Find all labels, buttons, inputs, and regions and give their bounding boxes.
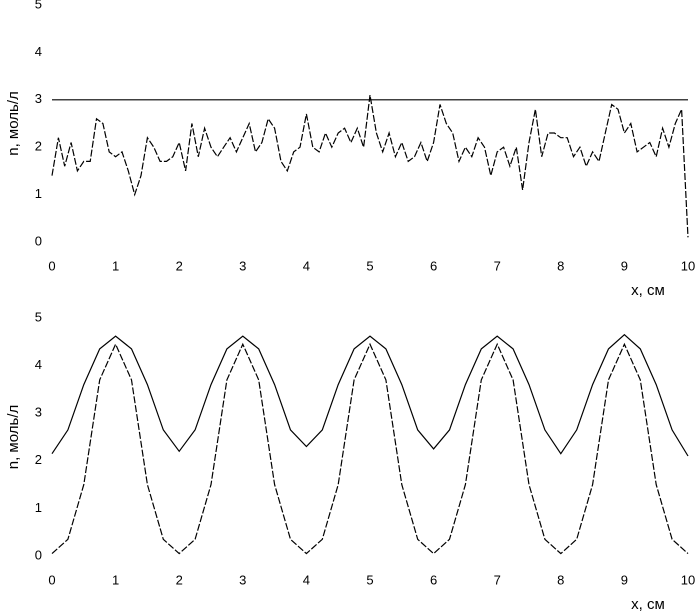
x-axis-label: x, см [631,282,665,299]
x-tick-label: 9 [621,572,628,587]
x-tick-label: 3 [239,258,246,273]
x-tick-label: 4 [303,572,310,587]
x-tick-label: 8 [557,258,564,273]
y-tick-label: 1 [35,186,42,201]
x-tick-label: 8 [557,572,564,587]
x-axis-label: x, см [631,596,665,612]
x-tick-label: 10 [681,258,695,273]
x-tick-label: 2 [176,258,183,273]
y-tick-label: 4 [35,357,42,372]
x-tick-label: 10 [681,572,695,587]
x-tick-label: 2 [176,572,183,587]
y-tick-label: 1 [35,500,42,515]
x-tick-label: 7 [494,258,501,273]
data-line [51,333,689,457]
x-tick-label: 6 [430,258,437,273]
y-tick-label: 0 [35,547,42,562]
x-tick-label: 5 [366,258,373,273]
y-tick-label: 3 [35,91,42,106]
y-axis-label: n, моль/л [5,91,22,156]
x-tick-label: 5 [366,572,373,587]
x-tick-label: 3 [239,572,246,587]
x-tick-label: 0 [48,258,55,273]
y-tick-label: 0 [35,233,42,248]
y-tick-label: 5 [35,309,42,324]
data-line [51,95,689,238]
x-tick-label: 1 [112,572,119,587]
x-tick-label: 9 [621,258,628,273]
y-tick-label: 4 [35,44,42,59]
data-line [51,342,689,555]
y-tick-label: 5 [35,0,42,11]
x-tick-label: 0 [48,572,55,587]
y-tick-label: 2 [35,452,42,467]
x-tick-label: 6 [430,572,437,587]
x-tick-label: 4 [303,258,310,273]
x-tick-label: 7 [494,572,501,587]
x-tick-label: 1 [112,258,119,273]
y-tick-label: 3 [35,405,42,420]
y-axis-label: n, моль/л [5,405,22,470]
y-tick-label: 2 [35,139,42,154]
